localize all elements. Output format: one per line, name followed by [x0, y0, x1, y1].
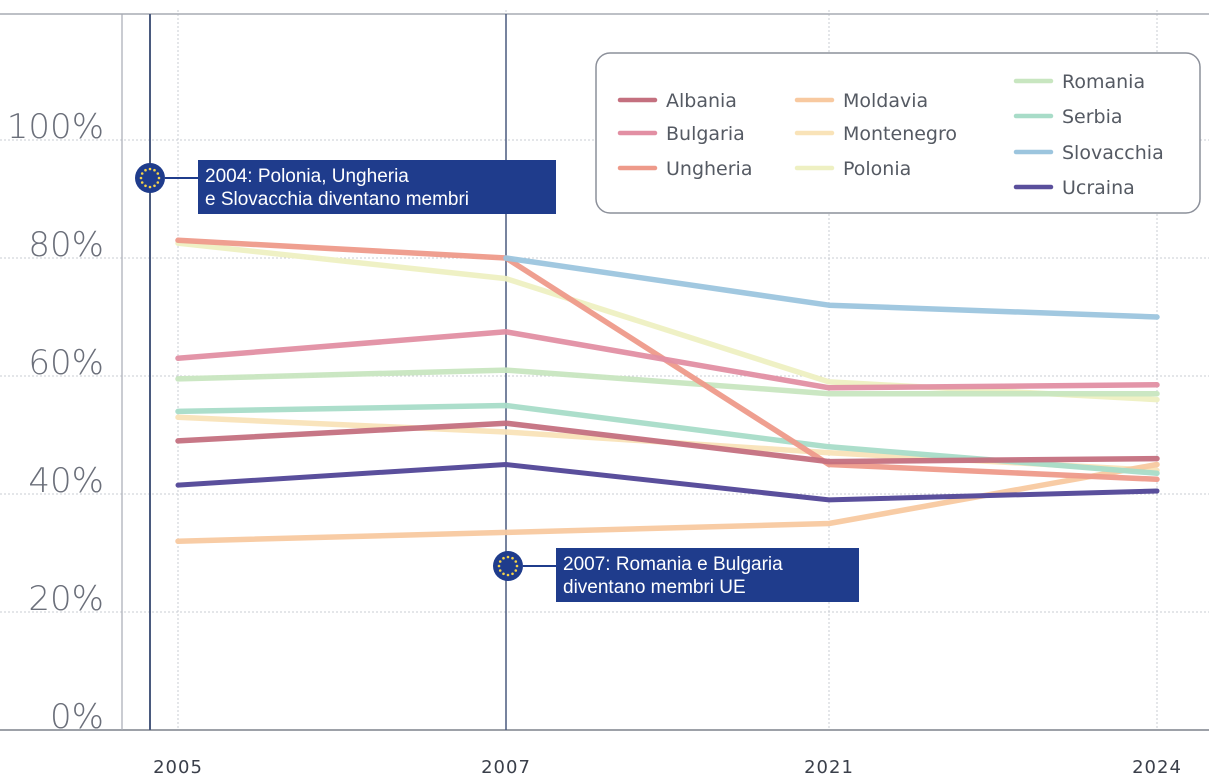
eu-star — [514, 569, 518, 572]
y-tick-label: 80% — [28, 225, 104, 265]
annotation-text: 2004: Polonia, Ungheria — [205, 166, 409, 187]
x-axis: 2005 2007 2021 2024 — [153, 757, 1182, 778]
eu-star — [153, 184, 156, 188]
y-tick-label: 60% — [28, 343, 104, 383]
eu-star — [144, 184, 147, 188]
annotation-text: diventano membri UE — [563, 577, 746, 598]
legend-label: Serbia — [1062, 106, 1123, 128]
legend-item-polonia: Polonia — [794, 158, 911, 180]
eu-star — [497, 564, 501, 568]
series-line-slovacchia — [503, 255, 1160, 320]
legend-label: Romania — [1062, 71, 1145, 93]
x-tick-label: 2007 — [481, 757, 531, 778]
legend-label: Albania — [666, 90, 737, 112]
x-tick-label: 2024 — [1132, 757, 1182, 778]
eu-star — [153, 168, 156, 172]
y-tick-label: 0% — [50, 697, 104, 737]
y-tick-label: 20% — [28, 579, 104, 619]
eu-star — [148, 185, 152, 189]
eu-star — [502, 556, 505, 560]
legend: Albania Bulgaria Ungheria Moldavia Montenegr… — [595, 52, 1201, 214]
legend-label: Ungheria — [666, 158, 752, 180]
eu-star — [156, 172, 160, 175]
legend-label: Montenegro — [843, 123, 957, 145]
eu-star — [139, 176, 143, 180]
eu-star — [506, 573, 510, 577]
annotation-box-2007 — [556, 548, 859, 602]
eu-star — [148, 167, 152, 171]
legend-item-ucraina: Ucraina — [1013, 177, 1135, 199]
eu-star — [502, 572, 505, 576]
eu-star — [144, 168, 147, 172]
annotation-text: 2007: Romania e Bulgaria — [563, 554, 783, 575]
x-tick-label: 2005 — [153, 757, 203, 778]
y-axis: 0% 20% 40% 60% 80% 100% — [7, 107, 104, 737]
eu-star — [498, 569, 502, 572]
legend-item-slovacchia: Slovacchia — [1013, 142, 1164, 164]
series-line-serbia — [175, 402, 1160, 477]
eu-star — [498, 560, 502, 563]
y-tick-label: 100% — [7, 107, 104, 147]
series-line-albania — [175, 420, 1160, 465]
annotation-marker-2007 — [493, 551, 523, 581]
legend-item-montenegro: Montenegro — [794, 123, 957, 145]
legend-item-ungheria: Ungheria — [617, 158, 752, 180]
legend-item-romania: Romania — [1013, 71, 1145, 93]
x-tick-label: 2021 — [804, 757, 854, 778]
legend-item-bulgaria: Bulgaria — [617, 123, 745, 145]
legend-item-moldavia: Moldavia — [794, 90, 928, 112]
series-lines — [175, 237, 1160, 544]
legend-label: Ucraina — [1062, 177, 1135, 199]
series-line-bulgaria — [175, 329, 1160, 391]
eu-star — [157, 176, 161, 180]
annotation-text: e Slovacchia diventano membri — [205, 189, 469, 210]
series-line-polonia — [175, 240, 1160, 403]
legend-label: Slovacchia — [1062, 142, 1164, 164]
annotation-box-2004 — [198, 160, 556, 214]
legend-item-serbia: Serbia — [1013, 106, 1123, 128]
eu-star — [511, 572, 514, 576]
eu-star — [140, 181, 144, 184]
eu-flag-icon — [493, 551, 523, 581]
legend-label: Bulgaria — [666, 123, 745, 145]
legend-box — [595, 52, 1201, 214]
eu-star — [511, 556, 514, 560]
eu-star — [506, 555, 510, 559]
series-line-romania — [175, 367, 1160, 397]
y-tick-label: 40% — [28, 461, 104, 501]
eu-star — [156, 181, 160, 184]
annotation-marker-2004 — [135, 163, 165, 193]
legend-item-albania: Albania — [617, 90, 737, 112]
series-line-ucraina — [175, 462, 1160, 503]
eu-flag-icon — [135, 163, 165, 193]
eu-star — [515, 564, 519, 568]
eu-star — [514, 560, 518, 563]
legend-label: Moldavia — [843, 90, 928, 112]
eu-star — [140, 172, 144, 175]
legend-label: Polonia — [843, 158, 911, 180]
